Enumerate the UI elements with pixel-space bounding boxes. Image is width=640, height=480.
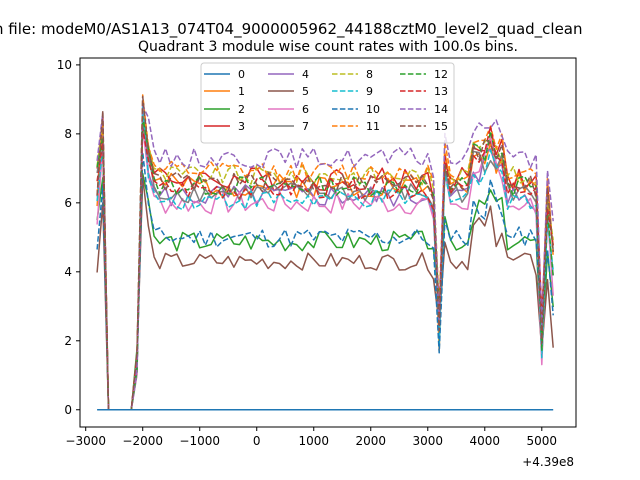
x-tick-label: −1000: [179, 434, 220, 448]
x-tick-label: −2000: [122, 434, 163, 448]
x-tick-label: 0: [253, 434, 261, 448]
legend-label-7: 7: [302, 120, 309, 133]
legend-label-2: 2: [238, 103, 245, 116]
y-axis: 0 2 4 6 8 10: [57, 58, 80, 417]
legend-label-14: 14: [434, 103, 448, 116]
series-line-2: [96, 172, 554, 411]
legend-label-9: 9: [366, 85, 373, 98]
x-tick-label: 4000: [470, 434, 501, 448]
legend-label-4: 4: [302, 68, 309, 81]
y-tick-label: 8: [64, 127, 72, 141]
series-line-11: [96, 94, 554, 411]
legend-box: [200, 62, 455, 144]
x-axis: −3000 −2000 −1000 0 1000 2000 3000 4000 5000: [65, 427, 557, 448]
y-tick-label: 4: [64, 265, 72, 279]
series-line-3: [96, 116, 554, 411]
legend-label-13: 13: [434, 85, 448, 98]
x-tick-label: 1000: [298, 434, 329, 448]
y-tick-label: 10: [57, 58, 72, 72]
x-tick-label: 2000: [355, 434, 386, 448]
series-line-9: [96, 105, 554, 411]
series-line-10: [96, 151, 554, 411]
legend-label-6: 6: [302, 103, 309, 116]
series-line-14: [96, 104, 554, 411]
legend-label-12: 12: [434, 68, 448, 81]
series-line-15: [96, 95, 554, 411]
legend-label-1: 1: [238, 85, 245, 98]
x-offset-label: +4.39e8: [522, 455, 574, 469]
y-tick-label: 0: [64, 403, 72, 417]
legend-label-15: 15: [434, 120, 448, 133]
legend-label-3: 3: [238, 120, 245, 133]
series-line-5: [96, 176, 554, 411]
series-line-12: [96, 116, 554, 411]
legend-label-0: 0: [238, 68, 245, 81]
legend-label-11: 11: [366, 120, 380, 133]
axes-frame: [79, 57, 577, 428]
series-line-6: [96, 125, 554, 411]
legend-label-8: 8: [366, 68, 373, 81]
legend-label-5: 5: [302, 85, 309, 98]
legend-label-10: 10: [366, 103, 380, 116]
y-tick-label: 2: [64, 334, 72, 348]
suptitle: n file: modeM0/AS1A13_074T04_9000005962_…: [0, 20, 583, 39]
x-tick-label: 5000: [527, 434, 558, 448]
x-tick-label: −3000: [65, 434, 106, 448]
y-tick-label: 6: [64, 196, 72, 210]
chart-title: Quadrant 3 module wise count rates with …: [138, 39, 518, 55]
plot-area: [79, 57, 577, 428]
series-line-13: [96, 125, 554, 411]
x-tick-label: 3000: [412, 434, 443, 448]
